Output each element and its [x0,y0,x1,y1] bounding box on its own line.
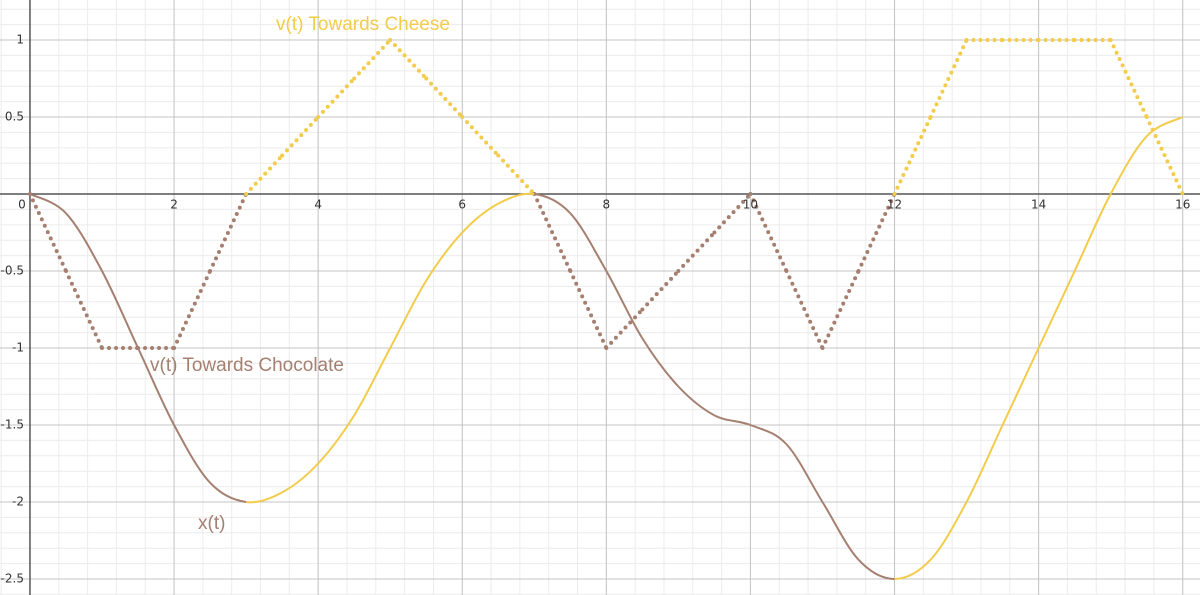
position-segment [750,424,788,445]
position-segment [1001,347,1040,426]
position-segment [281,462,319,494]
y-tick-label: 0.5 [5,110,24,124]
velocity-segment [676,230,717,274]
x-tick-label: 12 [887,198,902,212]
velocity-segment [928,38,969,120]
x-tick-label: 16 [1175,198,1190,212]
position-segment [425,231,463,282]
velocity-segment [784,269,825,351]
x-tick-label: 4 [314,198,322,212]
position-segment [209,482,247,503]
annotation: v(t) Towards Cheese [276,14,450,35]
position-segment [569,212,608,272]
y-tick-label: -2 [12,494,24,508]
velocity-segment [424,76,465,120]
velocity-segment [856,192,897,274]
velocity-segment [1108,38,1149,120]
position-segment [713,414,751,426]
y-tick-label: -1.5 [1,418,24,432]
velocity-segment [388,38,429,81]
position-segment [317,414,356,465]
position-segment [29,193,67,214]
position-segment [894,559,932,580]
x-tick-label: 10 [743,198,758,212]
position-segment [1109,135,1148,195]
series-label: x(t) [198,513,225,534]
position-segment [605,270,644,339]
position-segment [1037,270,1076,349]
velocity-segment [244,153,285,197]
velocity-segment [460,115,501,158]
x-tick-label: 14 [1031,198,1046,212]
position-segment [821,501,860,561]
position-segment [497,192,535,205]
velocity-segment [1144,115,1185,197]
position-segment [929,501,968,561]
position-segment [534,193,572,214]
annotation: v(t) Towards Chocolate [150,355,344,376]
velocity-segment [532,192,573,274]
position-segment [677,385,715,417]
position-segment [965,424,1004,503]
velocity-segment [712,192,753,235]
position-segment [1145,116,1184,137]
velocity-segment [352,38,393,81]
velocity-segment [892,115,933,197]
y-tick-label: 1 [16,33,24,47]
velocity-segment [820,269,861,351]
velocity-segment [172,269,213,351]
position-segment [353,347,392,416]
velocity-segment [280,115,321,158]
position-segment [173,424,211,484]
velocity-segment [640,269,681,312]
velocity-segment [316,76,357,120]
velocity-segment [604,307,645,351]
velocity-segment [496,153,537,197]
position-segment [641,337,680,388]
x-tick-label: 0 [18,198,26,212]
position-segment [65,212,103,272]
position-segment [101,270,139,349]
position-segment [785,443,824,503]
velocity-segment [27,192,68,274]
y-tick-label: -1 [12,341,24,355]
y-tick-label: -2.5 [1,571,24,585]
x-tick-label: 6 [458,198,466,212]
velocity-segment [208,192,249,274]
velocity-segment [568,269,609,351]
y-tick-label: -0.5 [1,264,24,278]
position-segment [1073,193,1112,272]
position-segment [389,280,428,349]
position-segment [245,491,283,504]
velocity-segment [63,269,105,351]
x-tick-label: 2 [170,198,178,212]
velocity-segment [748,192,789,274]
position-segment [137,347,175,426]
position-segment [461,202,499,234]
x-tick-label: 8 [603,198,611,212]
position-segment [857,559,895,580]
